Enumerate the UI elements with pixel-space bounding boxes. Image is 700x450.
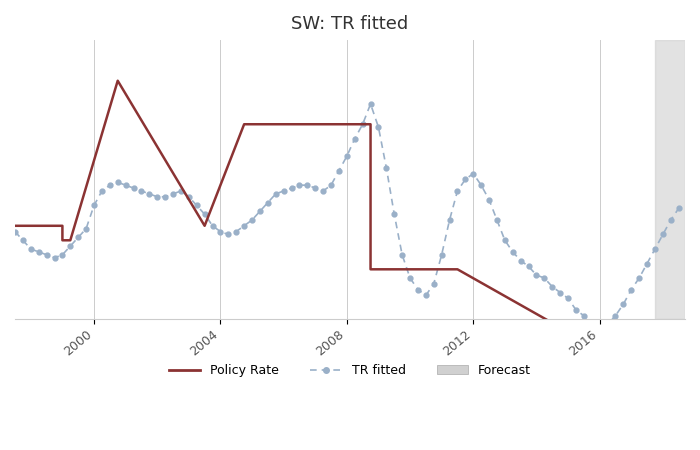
Title: SW: TR fitted: SW: TR fitted [291, 15, 409, 33]
Legend: Policy Rate, TR fitted, Forecast: Policy Rate, TR fitted, Forecast [164, 359, 536, 382]
Bar [655, 40, 685, 319]
